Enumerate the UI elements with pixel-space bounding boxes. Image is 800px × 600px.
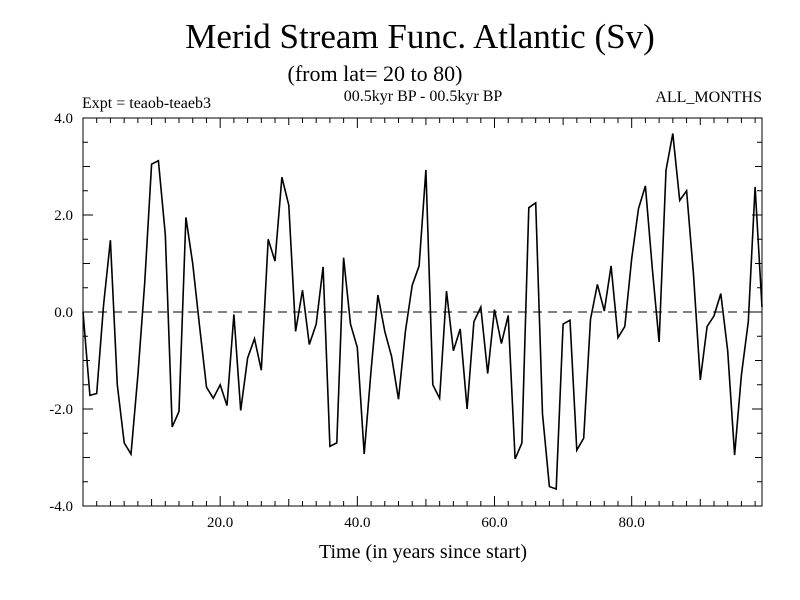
y-tick-label: -4.0 (49, 499, 73, 515)
months-label: ALL_MONTHS (655, 89, 762, 106)
tick-labels: 20.0 40.0 60.0 80.0 -4.0 -2.0 0.0 2.0 4.0 (49, 111, 645, 531)
y-tick-label: 4.0 (54, 111, 73, 127)
x-tick-label: 40.0 (344, 515, 370, 531)
period-label: 00.5kyr BP - 00.5kyr BP (344, 88, 503, 105)
chart-title: Merid Stream Func. Atlantic (Sv) (185, 17, 655, 56)
y-tick-label: 0.0 (54, 305, 73, 321)
x-tick-label: 80.0 (619, 515, 645, 531)
y-tick-label: 2.0 (54, 208, 73, 224)
x-tick-label: 20.0 (207, 515, 233, 531)
plot-frame (82, 117, 763, 507)
x-tick-label: 60.0 (481, 515, 507, 531)
series-line (82, 133, 763, 491)
x-axis-label: Time (in years since start) (319, 541, 527, 563)
expt-label: Expt = teaob-teaeb3 (82, 95, 211, 112)
y-tick-label: -2.0 (49, 402, 73, 418)
chart-subtitle: (from lat= 20 to 80) (288, 61, 463, 86)
